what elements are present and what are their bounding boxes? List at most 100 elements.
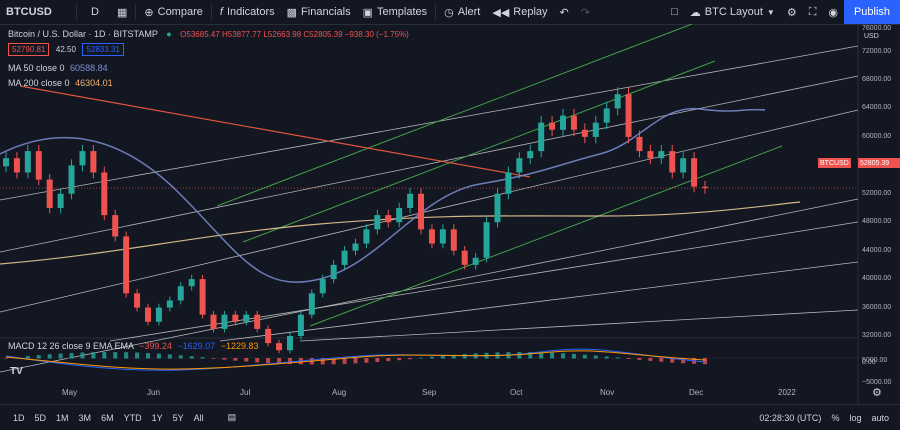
range-all[interactable]: All — [193, 412, 204, 423]
alert-button[interactable]: ◷ Alert — [438, 0, 486, 24]
candle-body — [603, 108, 610, 123]
candle-body — [647, 151, 654, 159]
undo-button[interactable]: ↶ — [559, 6, 569, 19]
candle-body — [155, 307, 162, 322]
publish-button[interactable]: Publish — [844, 0, 900, 24]
candle-body — [680, 158, 687, 173]
alarm-icon: ◷ — [444, 6, 454, 19]
utc-clock[interactable]: 02:28:30 (UTC) — [759, 412, 822, 423]
macd-histogram-bar — [25, 356, 30, 359]
range-3m[interactable]: 3M — [78, 412, 92, 423]
price-label: 68000.00 — [862, 76, 892, 83]
replay-icon: ◀◀ — [492, 6, 510, 19]
range-ytd[interactable]: YTD — [123, 412, 142, 423]
candle-body — [221, 314, 228, 329]
candle-body — [166, 300, 173, 308]
bars-style-icon[interactable]: ▦ — [117, 6, 128, 19]
financials-button[interactable]: ▩ Financials — [281, 0, 357, 24]
divider — [135, 4, 137, 20]
percent-toggle[interactable]: % — [831, 412, 840, 423]
current-price-tag: 52805.39 — [858, 158, 900, 168]
range-5d[interactable]: 5D — [34, 412, 47, 423]
ask-price[interactable]: 52833.31 — [82, 43, 124, 56]
price-label: 72000.00 — [862, 47, 892, 55]
symbol-search[interactable]: BTCUSD — [0, 0, 74, 24]
macd-histogram-bar — [167, 354, 172, 359]
macd-histogram-bar — [145, 353, 150, 359]
macd-histogram-bar — [342, 358, 347, 364]
range-1y[interactable]: 1Y — [151, 412, 163, 423]
candle-body — [199, 279, 206, 315]
macd-line-value: −1629.07 — [177, 341, 216, 351]
candle-body — [352, 243, 359, 251]
candle-body — [483, 222, 490, 258]
alert-label: Alert — [457, 6, 481, 18]
candle-body — [13, 158, 20, 173]
replay-button[interactable]: ◀◀ Replay — [486, 0, 553, 24]
layout-label: BTC Layout — [704, 6, 763, 18]
time-label: 2022 — [778, 388, 796, 397]
price-label: 48000.00 — [862, 218, 892, 226]
candle-body — [90, 151, 97, 173]
interval-button[interactable]: D — [79, 0, 111, 24]
time-axis[interactable]: May Jun Jul Aug Sep Oct Nov Dec 2022 — [0, 380, 858, 402]
chart-settings-gear-icon[interactable]: ⚙ — [872, 387, 882, 399]
candle-body — [407, 193, 414, 208]
candle-body — [669, 151, 676, 173]
time-label: Oct — [510, 388, 523, 397]
macd-histogram-bar — [156, 353, 161, 359]
price-label: 36000.00 — [862, 303, 892, 311]
currency-label[interactable]: USD — [864, 33, 879, 40]
macd-histogram-bar — [47, 354, 52, 359]
price-chart[interactable] — [0, 24, 900, 404]
macd-axis-label: 0.00 — [862, 359, 876, 366]
indicators-label: Indicators — [226, 6, 275, 18]
fullscreen-icon[interactable]: ⛶ — [808, 5, 817, 18]
log-toggle[interactable]: log — [849, 412, 862, 423]
candle-body — [243, 314, 250, 322]
macd-histogram-bar — [113, 352, 118, 359]
bid-price[interactable]: 52790.81 — [8, 43, 50, 56]
settings-gear-icon[interactable]: ⚙ — [786, 6, 797, 19]
range-1m[interactable]: 1M — [56, 412, 69, 423]
snapshot-camera-icon[interactable]: ◉ — [828, 6, 838, 19]
financials-icon: ▩ — [286, 6, 298, 19]
trend-line — [0, 75, 859, 253]
redo-button[interactable]: ↷ — [580, 6, 590, 19]
range-1d[interactable]: 1D — [13, 412, 25, 423]
macd-histogram-bar — [58, 353, 63, 359]
macd-histogram-bar — [124, 352, 129, 359]
macd-histogram-bar — [266, 358, 271, 364]
fullscreen-select-icon[interactable]: □ — [671, 6, 678, 18]
macd-histogram-bar — [419, 357, 424, 359]
range-6m[interactable]: 6M — [101, 412, 114, 423]
current-symbol-tag: BTCUSD — [818, 158, 851, 168]
macd-histogram-bar — [364, 358, 369, 363]
ma200-line — [0, 201, 801, 265]
price-axis[interactable]: 76000.00 USD 72000.00 68000.00 64000.00 600… — [858, 24, 900, 386]
compare-button[interactable]: ⊕ Compare — [138, 0, 208, 24]
candle-body — [134, 293, 141, 308]
macd-histogram-bar — [593, 355, 598, 359]
indicators-button[interactable]: f Indicators — [214, 0, 281, 24]
date-range-icon[interactable]: ▤ — [227, 412, 237, 422]
candle-body — [297, 314, 304, 336]
templates-button[interactable]: ▣ Templates — [357, 0, 434, 24]
layout-button[interactable]: ☁ BTC Layout ▼ — [684, 0, 781, 24]
range-5y[interactable]: 5Y — [172, 412, 184, 423]
candle-body — [319, 279, 326, 294]
candle-body — [691, 158, 698, 187]
macd-histogram-bar — [626, 358, 631, 359]
candle-body — [494, 193, 501, 223]
time-label: Jul — [240, 388, 251, 397]
macd-histogram-bar — [648, 358, 653, 361]
tradingview-logo[interactable]: TV — [10, 366, 23, 377]
time-label: Jun — [147, 388, 160, 397]
macd-histogram-bar — [211, 358, 216, 359]
divider — [435, 4, 437, 20]
green-channel-line — [242, 60, 716, 243]
candle-body — [3, 158, 9, 167]
ma50-label: MA 50 close 0 — [8, 63, 65, 73]
price-label: 60000.00 — [862, 132, 892, 140]
auto-toggle[interactable]: auto — [871, 412, 889, 423]
